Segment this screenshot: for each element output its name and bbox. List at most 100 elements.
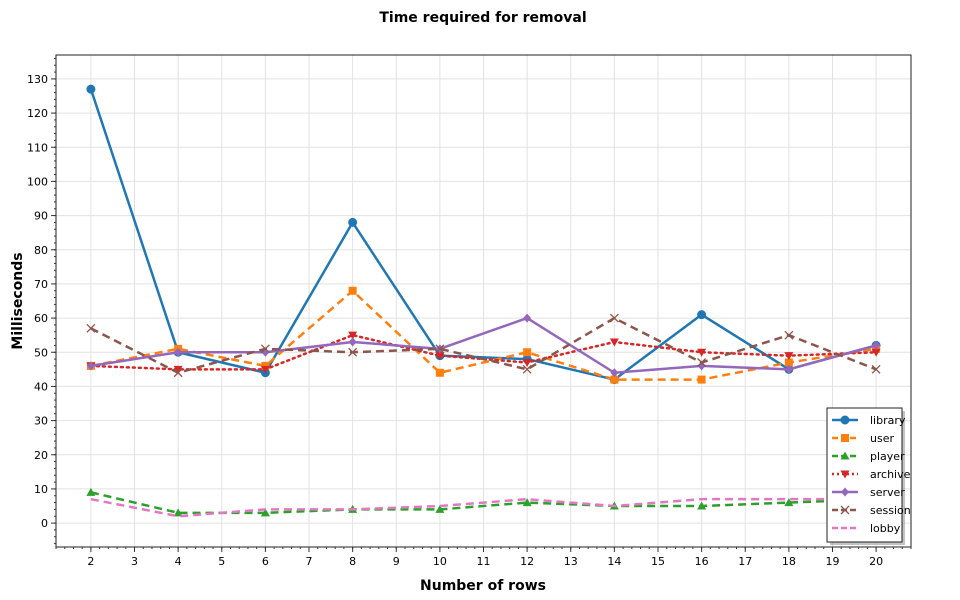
data-point-player <box>86 487 96 496</box>
x-tick-label: 6 <box>262 555 269 568</box>
data-point-archive <box>173 365 183 374</box>
x-tick-label: 20 <box>869 555 883 568</box>
y-axis-title: Milliseconds <box>10 252 26 349</box>
x-tick-label: 16 <box>695 555 709 568</box>
data-point-server <box>174 347 183 357</box>
data-point-session <box>871 364 881 374</box>
data-point-user <box>435 368 444 377</box>
y-tick-label: 110 <box>27 141 48 154</box>
y-tick-label: 70 <box>34 278 48 291</box>
data-point-user <box>784 358 793 367</box>
legend-item-archive: archive <box>832 468 911 481</box>
data-point-archive <box>697 348 707 357</box>
legend-item-library: library <box>832 414 906 427</box>
y-tick-label: 0 <box>41 517 48 530</box>
x-tick-label: 3 <box>131 555 138 568</box>
data-point-session <box>435 344 445 354</box>
legend-label: user <box>870 432 894 445</box>
grid-lines <box>56 55 911 547</box>
x-tick-label: 10 <box>433 555 447 568</box>
x-tick-label: 15 <box>651 555 665 568</box>
x-tick-label: 8 <box>349 555 356 568</box>
series-layer <box>86 84 881 518</box>
axis-ticks: 2 3 4 5 6 7 8 9 10 11 12 13 14 15 16 17 18 19 20 0 10 20 30 40 5… <box>27 57 912 568</box>
x-tick-label: 13 <box>564 555 578 568</box>
data-point-server <box>348 337 357 347</box>
data-point-archive <box>435 352 445 361</box>
y-tick-label: 40 <box>34 380 48 393</box>
legend-marker-icon <box>841 487 849 497</box>
y-tick-label: 100 <box>27 175 48 188</box>
data-point-session <box>784 330 794 340</box>
data-point-archive <box>784 352 794 361</box>
data-point-server <box>872 340 881 350</box>
data-point-player <box>522 498 532 507</box>
x-tick-label: 5 <box>218 555 225 568</box>
legend-item-server: server <box>832 486 905 499</box>
chart-title: Time required for removal <box>379 10 587 26</box>
data-point-player <box>260 508 270 517</box>
x-tick-label: 12 <box>520 555 534 568</box>
y-tick-label: 50 <box>34 346 48 359</box>
series-line-lobby <box>90 497 877 518</box>
data-point-player <box>697 501 707 510</box>
data-point-archive <box>871 348 881 357</box>
legend-marker-icon <box>841 434 849 442</box>
data-point-user <box>697 375 706 384</box>
data-point-session <box>260 344 270 354</box>
legend-marker-icon <box>840 415 850 425</box>
data-point-user <box>523 348 532 357</box>
legend-label: session <box>870 504 911 517</box>
legend-item-user: user <box>832 432 894 445</box>
y-tick-label: 120 <box>27 107 48 120</box>
legend-label: player <box>870 450 905 463</box>
x-tick-label: 19 <box>825 555 839 568</box>
legend-label: archive <box>870 468 911 481</box>
series-lobby <box>90 497 877 518</box>
y-tick-label: 10 <box>34 483 48 496</box>
series-line-user <box>90 289 877 381</box>
data-point-player <box>435 504 445 513</box>
series-session <box>86 313 881 378</box>
y-tick-label: 130 <box>27 73 48 86</box>
data-point-session <box>697 358 707 367</box>
series-line-session <box>90 316 877 374</box>
legend-item-player: player <box>832 450 905 463</box>
legend-item-session: session <box>832 504 911 517</box>
legend: library user player archive server session lob… <box>826 407 911 545</box>
data-point-session <box>522 364 532 374</box>
series-line-library <box>89 88 877 381</box>
x-tick-label: 18 <box>782 555 796 568</box>
data-point-library <box>348 217 358 227</box>
legend-marker-icon <box>840 470 850 479</box>
y-tick-label: 60 <box>34 312 48 325</box>
x-tick-label: 11 <box>477 555 491 568</box>
legend-item-lobby: lobby <box>832 522 901 535</box>
data-point-archive <box>260 365 270 374</box>
y-tick-label: 20 <box>34 449 48 462</box>
data-point-server <box>523 313 532 323</box>
legend-label: lobby <box>870 522 901 535</box>
data-point-session <box>86 323 96 333</box>
data-point-server <box>86 361 95 371</box>
data-point-session <box>173 368 183 378</box>
data-point-session <box>348 347 358 357</box>
x-axis-title: Number of rows <box>420 578 546 594</box>
legend-marker-icon <box>840 451 850 460</box>
y-tick-label: 90 <box>34 210 48 223</box>
data-point-library <box>86 84 96 94</box>
y-tick-label: 80 <box>34 244 48 257</box>
data-point-player <box>784 498 794 507</box>
legend-marker-icon <box>840 505 850 515</box>
legend-label: library <box>870 414 906 427</box>
data-point-player <box>173 508 183 517</box>
data-point-archive <box>522 359 532 367</box>
x-tick-label: 7 <box>306 555 313 568</box>
data-point-library <box>697 310 707 320</box>
x-tick-label: 14 <box>607 555 621 568</box>
series-line-server <box>90 316 877 374</box>
data-point-server <box>784 364 793 374</box>
legend-label: server <box>870 486 905 499</box>
data-point-user <box>610 375 619 384</box>
x-tick-label: 4 <box>175 555 182 568</box>
